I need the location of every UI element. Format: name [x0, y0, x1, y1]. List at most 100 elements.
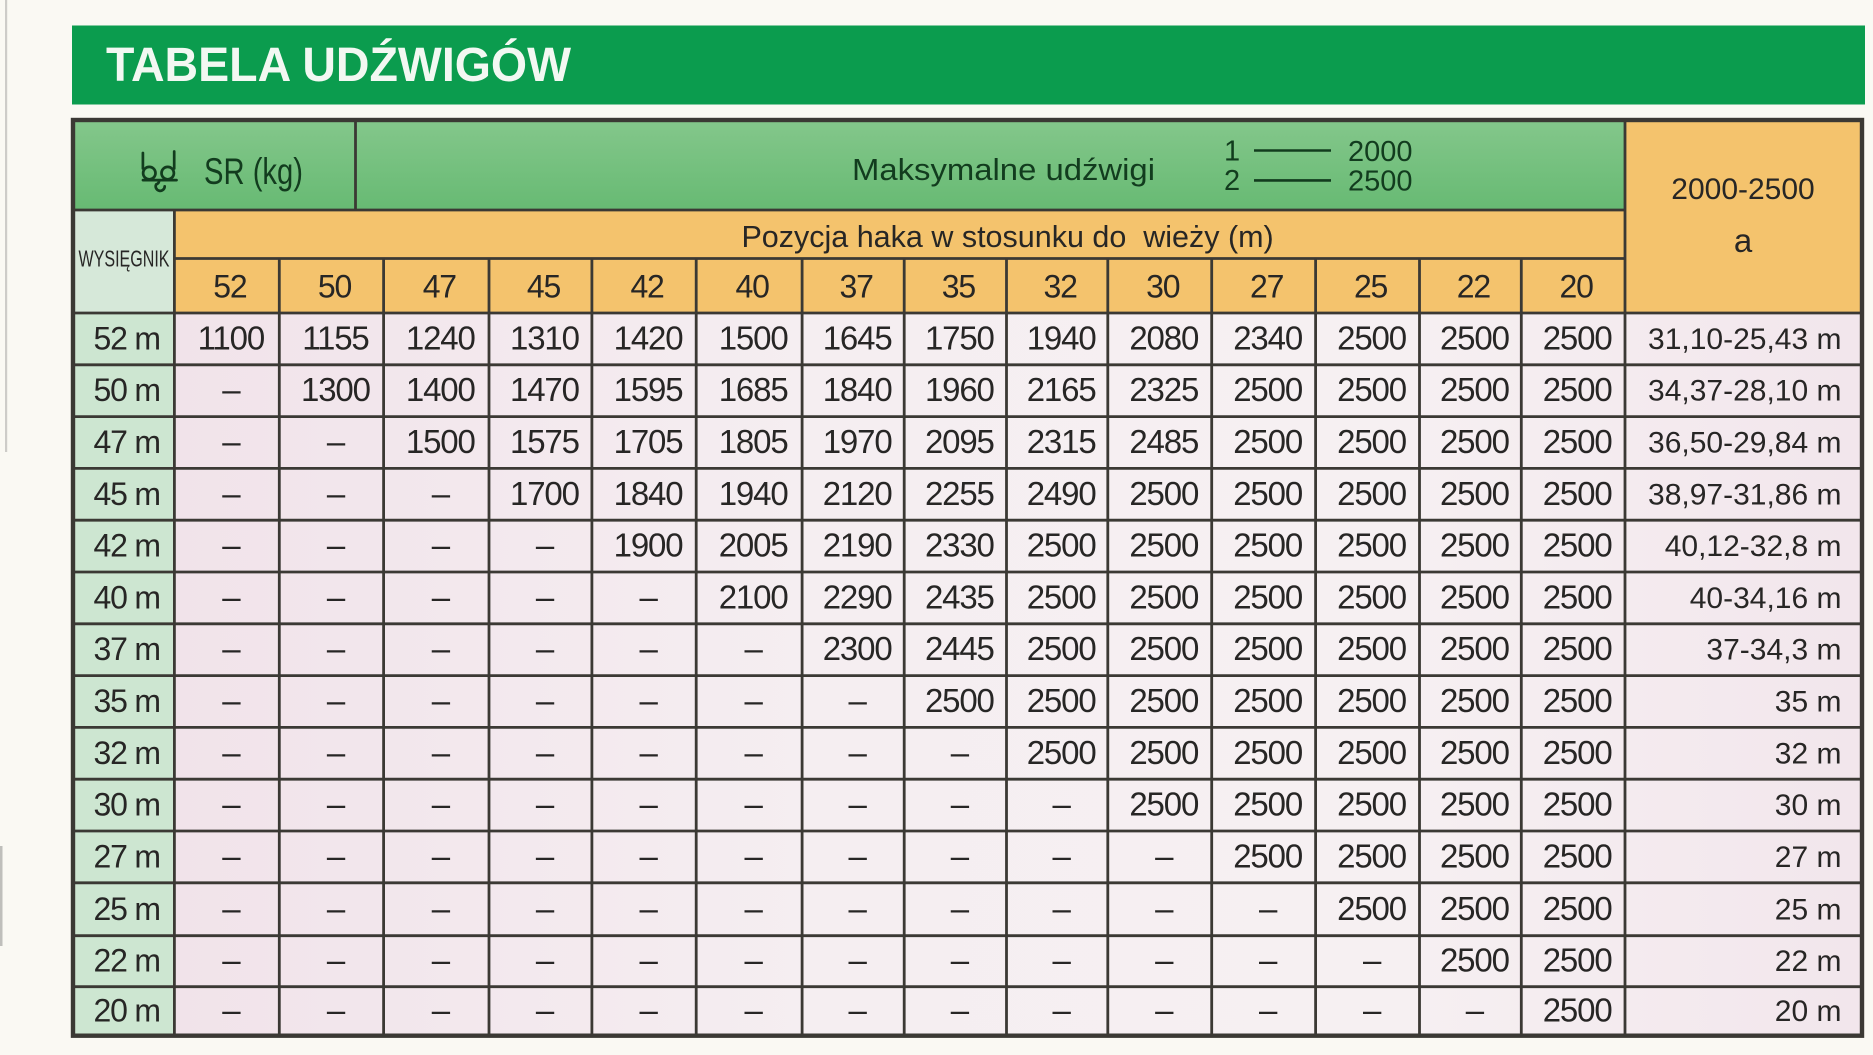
svg-text:2005: 2005	[719, 527, 788, 564]
svg-text:–: –	[222, 371, 241, 408]
svg-text:2500: 2500	[1027, 682, 1097, 719]
svg-text:1500: 1500	[719, 319, 789, 356]
svg-text:47 m: 47 m	[94, 424, 160, 460]
svg-text:1500: 1500	[406, 423, 476, 460]
svg-text:45: 45	[527, 268, 561, 304]
svg-text:Maksymalne udźwigi: Maksymalne udźwigi	[852, 153, 1155, 187]
svg-text:2500: 2500	[1337, 371, 1407, 408]
svg-text:2500: 2500	[1543, 992, 1613, 1029]
svg-text:–: –	[432, 890, 451, 927]
svg-text:22: 22	[1457, 268, 1491, 304]
svg-text:2445: 2445	[925, 630, 994, 667]
svg-text:–: –	[639, 942, 658, 979]
svg-text:–: –	[536, 786, 555, 823]
svg-text:2500: 2500	[1543, 319, 1613, 356]
svg-text:2500: 2500	[1337, 786, 1407, 823]
svg-text:–: –	[327, 578, 346, 615]
svg-text:1940: 1940	[719, 475, 789, 512]
svg-text:2500: 2500	[1233, 837, 1303, 874]
svg-text:37-34,3 m: 37-34,3 m	[1706, 634, 1841, 667]
svg-text:–: –	[222, 992, 241, 1029]
svg-text:1940: 1940	[1027, 319, 1097, 356]
svg-text:TABELA UDŹWIGÓW: TABELA UDŹWIGÓW	[106, 37, 572, 92]
svg-text:2500: 2500	[1440, 319, 1510, 356]
svg-text:2500: 2500	[1129, 786, 1199, 823]
svg-text:–: –	[745, 890, 764, 927]
svg-text:–: –	[327, 682, 346, 719]
svg-text:WYSIĘGNIK: WYSIĘGNIK	[79, 246, 170, 272]
svg-text:–: –	[1053, 992, 1072, 1029]
svg-text:–: –	[327, 423, 346, 460]
svg-text:2165: 2165	[1027, 371, 1096, 408]
svg-text:–: –	[849, 734, 868, 771]
svg-text:1240: 1240	[406, 319, 476, 356]
svg-text:2500: 2500	[1440, 734, 1510, 771]
svg-text:–: –	[536, 734, 555, 771]
svg-text:–: –	[849, 786, 868, 823]
svg-text:34,37-28,10 m: 34,37-28,10 m	[1648, 375, 1841, 408]
svg-text:2095: 2095	[925, 423, 994, 460]
svg-text:–: –	[745, 942, 764, 979]
svg-text:2500: 2500	[1027, 578, 1097, 615]
svg-text:1470: 1470	[510, 371, 580, 408]
svg-text:–: –	[432, 942, 451, 979]
svg-text:–: –	[222, 682, 241, 719]
svg-text:2500: 2500	[1129, 578, 1199, 615]
svg-text:2500: 2500	[1337, 578, 1407, 615]
svg-text:–: –	[432, 630, 451, 667]
svg-text:2120: 2120	[823, 475, 893, 512]
svg-text:–: –	[1053, 942, 1072, 979]
svg-text:2500: 2500	[1543, 890, 1613, 927]
svg-text:2500: 2500	[1440, 942, 1510, 979]
svg-text:2500: 2500	[1440, 527, 1510, 564]
svg-text:–: –	[1053, 890, 1072, 927]
svg-text:–: –	[222, 734, 241, 771]
svg-text:–: –	[745, 630, 764, 667]
svg-text:25 m: 25 m	[94, 891, 160, 927]
svg-text:–: –	[222, 527, 241, 564]
svg-text:35: 35	[942, 268, 976, 304]
svg-text:40-34,16 m: 40-34,16 m	[1690, 582, 1842, 615]
svg-text:36,50-29,84 m: 36,50-29,84 m	[1648, 427, 1841, 460]
svg-text:SR (kg): SR (kg)	[204, 151, 303, 192]
svg-text:–: –	[536, 942, 555, 979]
svg-text:2290: 2290	[823, 578, 893, 615]
svg-text:31,10-25,43 m: 31,10-25,43 m	[1648, 323, 1841, 356]
svg-text:2500: 2500	[1129, 682, 1199, 719]
svg-text:20 m: 20 m	[94, 993, 160, 1029]
svg-text:–: –	[849, 682, 868, 719]
svg-text:–: –	[432, 837, 451, 874]
svg-text:–: –	[951, 890, 970, 927]
svg-text:a: a	[1734, 222, 1753, 259]
svg-text:1705: 1705	[614, 423, 683, 460]
svg-text:2500: 2500	[1337, 319, 1407, 356]
svg-text:2300: 2300	[823, 630, 893, 667]
svg-text:50: 50	[318, 268, 352, 304]
svg-text:1840: 1840	[614, 475, 684, 512]
svg-text:52: 52	[213, 268, 247, 304]
svg-text:–: –	[432, 786, 451, 823]
svg-text:–: –	[222, 890, 241, 927]
svg-text:2000: 2000	[1348, 136, 1413, 168]
svg-text:1155: 1155	[302, 319, 368, 356]
svg-text:–: –	[745, 992, 764, 1029]
svg-text:2500: 2500	[1337, 630, 1407, 667]
svg-text:–: –	[951, 837, 970, 874]
svg-text:Pozycja haka w stosunku do wi: Pozycja haka w stosunku do wieży (m)	[741, 220, 1273, 254]
svg-text:2000-2500: 2000-2500	[1671, 173, 1814, 206]
svg-text:–: –	[536, 837, 555, 874]
svg-text:–: –	[432, 475, 451, 512]
svg-text:2500: 2500	[1543, 837, 1613, 874]
svg-text:2500: 2500	[1543, 734, 1613, 771]
svg-text:2500: 2500	[1129, 734, 1199, 771]
svg-text:–: –	[639, 630, 658, 667]
svg-text:2500: 2500	[1440, 630, 1510, 667]
svg-text:2490: 2490	[1027, 475, 1097, 512]
svg-text:22 m: 22 m	[94, 943, 160, 979]
svg-text:1100: 1100	[198, 319, 265, 356]
svg-text:–: –	[1363, 942, 1382, 979]
svg-text:1: 1	[1224, 136, 1240, 168]
svg-text:2500: 2500	[1027, 630, 1097, 667]
svg-text:–: –	[432, 578, 451, 615]
svg-text:1575: 1575	[510, 423, 579, 460]
